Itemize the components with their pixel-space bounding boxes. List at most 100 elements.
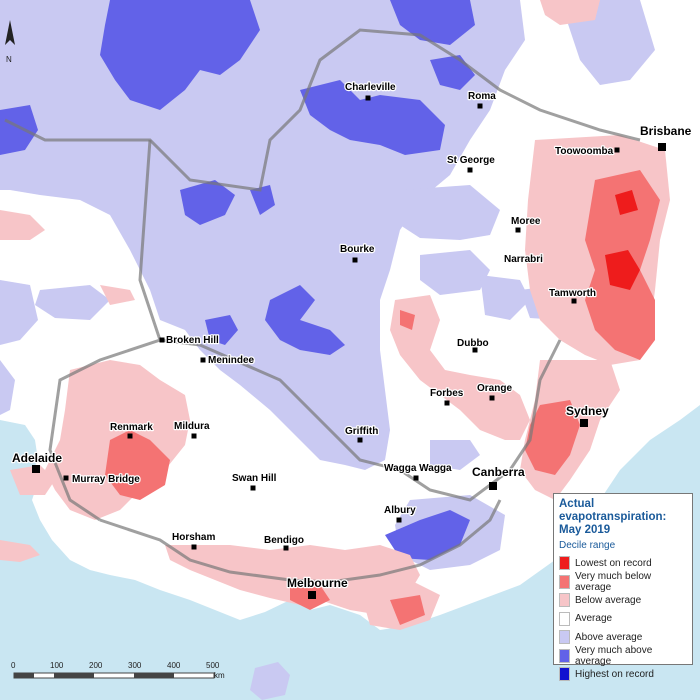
place-marker: Dubbo xyxy=(456,337,490,353)
place-dot xyxy=(191,433,197,439)
place-marker: Renmark xyxy=(109,421,154,439)
place-marker: Orange xyxy=(476,382,514,401)
place-label: Murray Bridge xyxy=(72,474,140,485)
places-layer: Charleville Roma Toowoomba Brisbane St Georg… xyxy=(11,81,693,599)
place-marker: Melbourne xyxy=(286,575,349,599)
place-label: Tamworth xyxy=(549,288,596,299)
place-marker: Albury xyxy=(383,504,417,523)
scale-unit: km xyxy=(214,671,225,680)
place-marker: Toowoomba xyxy=(554,145,620,158)
legend-swatch xyxy=(559,630,570,645)
place-marker: Broken Hill xyxy=(159,334,220,347)
place-marker: Narrabri xyxy=(503,253,545,266)
place-dot xyxy=(580,419,588,427)
legend-item: Below average xyxy=(559,591,687,610)
place-dot xyxy=(467,167,473,173)
scale-tick-label: 200 xyxy=(89,661,103,670)
place-marker: Mildura xyxy=(173,420,211,439)
place-marker: Horsham xyxy=(171,531,217,550)
place-label: Melbourne xyxy=(287,576,348,590)
scale-tick-label: 300 xyxy=(128,661,142,670)
place-marker: Bourke xyxy=(339,243,376,263)
place-marker: St George xyxy=(446,154,496,173)
place-label: Adelaide xyxy=(12,451,62,465)
scale-tick-label: 100 xyxy=(50,661,64,670)
place-marker: Swan Hill xyxy=(231,472,278,491)
place-dot xyxy=(365,95,371,101)
place-dot xyxy=(352,257,358,263)
place-label: Orange xyxy=(477,383,512,394)
legend-title: Actual evapotranspiration: May 2019 xyxy=(559,498,667,536)
place-label: Moree xyxy=(511,216,541,227)
legend-subtitle: Decile range xyxy=(559,540,616,551)
place-dot xyxy=(444,400,450,406)
place-label: Forbes xyxy=(430,388,464,399)
place-label: Sydney xyxy=(566,404,609,418)
scale-tick-label: 0 xyxy=(11,661,16,670)
island xyxy=(0,540,40,562)
legend-swatch xyxy=(559,611,570,626)
place-label: Albury xyxy=(384,505,416,516)
legend-swatch xyxy=(559,556,570,571)
place-dot xyxy=(472,347,478,353)
place-label: Broken Hill xyxy=(166,335,219,346)
place-marker: Tamworth xyxy=(548,287,597,304)
place-label: Canberra xyxy=(472,465,525,479)
legend-swatch xyxy=(559,574,570,589)
legend-swatch xyxy=(559,648,570,663)
place-dot xyxy=(396,517,402,523)
place-dot xyxy=(159,337,165,343)
place-dot xyxy=(283,545,289,551)
place-label: Wagga Wagga xyxy=(384,463,452,474)
place-label: St George xyxy=(447,155,495,166)
gulf-water xyxy=(0,420,38,505)
legend-item: Average xyxy=(559,610,687,629)
legend-item: Highest on record xyxy=(559,665,687,684)
place-label: Roma xyxy=(468,91,496,102)
north-label: N xyxy=(6,55,12,64)
place-label: Renmark xyxy=(110,422,153,433)
place-label: Charleville xyxy=(345,82,396,93)
scale-tick-label: 500 xyxy=(206,661,220,670)
place-marker: Murray Bridge xyxy=(63,473,141,486)
place-marker: Brisbane xyxy=(639,123,693,151)
legend-items: Lowest on record Very much below average B… xyxy=(559,554,687,684)
place-dot xyxy=(413,475,419,481)
place-dot xyxy=(250,485,256,491)
place-dot xyxy=(63,475,69,481)
legend-label: Below average xyxy=(575,594,642,606)
place-label: Dubbo xyxy=(457,338,489,349)
legend-item: Above average xyxy=(559,628,687,647)
legend-item: Very much above average xyxy=(559,645,687,667)
place-dot xyxy=(658,143,666,151)
legend-label: Average xyxy=(575,613,613,625)
scale-tick-label: 400 xyxy=(167,661,181,670)
place-marker: Roma xyxy=(467,90,497,109)
place-dot xyxy=(489,395,495,401)
legend-item: Lowest on record xyxy=(559,554,687,573)
place-dot xyxy=(127,433,133,439)
place-dot xyxy=(518,255,524,261)
place-marker: Sydney xyxy=(565,403,610,427)
legend-label: Highest on record xyxy=(575,668,654,680)
place-label: Horsham xyxy=(172,532,215,543)
island-south xyxy=(250,662,290,700)
place-dot xyxy=(357,437,363,443)
place-label: Menindee xyxy=(208,355,255,366)
place-dot xyxy=(308,591,316,599)
place-dot xyxy=(200,357,206,363)
place-label: Bourke xyxy=(340,244,375,255)
lowest-regions xyxy=(605,190,640,290)
place-dot xyxy=(571,298,577,304)
place-marker: Griffith xyxy=(344,425,380,443)
place-dot xyxy=(614,147,620,153)
place-marker: Forbes xyxy=(429,387,465,406)
place-marker: Canberra xyxy=(471,464,526,490)
place-label: Swan Hill xyxy=(232,473,277,484)
place-marker: Wagga Wagga xyxy=(383,462,453,481)
place-dot xyxy=(515,227,521,233)
place-marker: Moree xyxy=(510,215,542,233)
place-label: Mildura xyxy=(174,421,210,432)
